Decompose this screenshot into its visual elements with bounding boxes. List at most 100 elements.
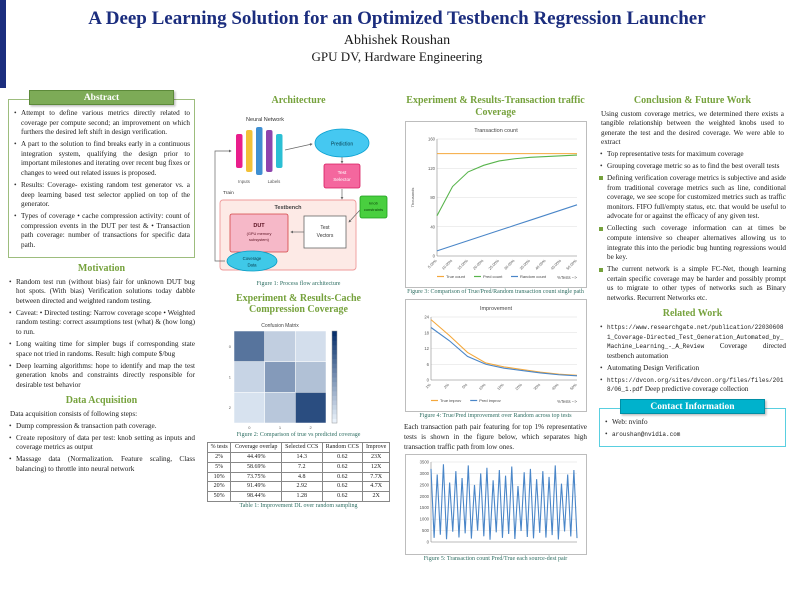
svg-text:25.00%: 25.00% [487, 258, 499, 270]
transaction-count-chart: 0 40 80 120 160 5.00% 10.00% 15.00% 20.00% 25.00%… [410, 128, 578, 280]
table-cell: 4.8 [280, 471, 323, 483]
svg-text:80: 80 [430, 195, 435, 200]
svg-text:%Tests -->: %Tests --> [557, 275, 577, 280]
list-item: https://www.researchgate.net/publication… [599, 323, 786, 361]
svg-text:%Tests -->: %Tests --> [557, 399, 577, 404]
test-vectors-label-line2: Vectors [316, 233, 333, 239]
svg-text:10%: 10% [478, 383, 487, 392]
column-1: Abstract Attempt to define various metri… [8, 90, 195, 592]
test-selector-label-line2: Selector [333, 177, 351, 183]
svg-text:2000: 2000 [419, 494, 429, 499]
table-cell: 44.49% [230, 451, 282, 463]
svg-text:Random count: Random count [520, 274, 547, 279]
svg-text:50%: 50% [569, 383, 578, 392]
corner-accent-bar [0, 0, 6, 88]
svg-text:1%: 1% [424, 383, 431, 390]
table-header: Coverage overlap [230, 441, 282, 453]
table-cell: 0.62 [321, 491, 364, 503]
section-conclusion: Conclusion & Future Work Using custom co… [599, 95, 786, 303]
table-cell: 7.2 [280, 461, 323, 473]
svg-text:45.00%: 45.00% [550, 258, 562, 270]
svg-text:40: 40 [430, 224, 435, 229]
neural-network-label: Neural Network [246, 117, 284, 123]
test-vectors-label-line1: Test [320, 225, 330, 231]
data-acquisition-bullet-list: Dump compression & transaction path cove… [8, 422, 195, 475]
svg-text:5%: 5% [461, 383, 468, 390]
svg-text:24: 24 [424, 315, 429, 320]
list-item: aroushan@nvidia.com [604, 430, 781, 440]
figure3-caption: Figure 3: Comparison of True/Pred/Random… [407, 289, 584, 295]
table-cell: 5% [206, 461, 232, 473]
figure4-frame: 0 6 12 18 24 1% 2% 5% 10% 15% 20% 30% 40% 50% Improvem… [404, 299, 587, 413]
table-cell: 50% [206, 491, 232, 503]
abstract-body: Attempt to define various metrics direct… [8, 99, 195, 259]
table-cell: 73.75% [230, 471, 282, 483]
svg-text:2500: 2500 [419, 482, 429, 487]
svg-text:18: 18 [424, 330, 429, 335]
conclusion-intro: Using custom coverage metrics, we determ… [601, 109, 784, 147]
poster-header: A Deep Learning Solution for an Optimize… [8, 0, 786, 90]
figure3-frame: 0 40 80 120 160 5.00% 10.00% 15.00% 20.00% 25.00%… [404, 121, 587, 288]
cache-results-heading: Experiment & Results-Cache Compression C… [236, 292, 361, 316]
section-architecture: Architecture Neural Network [205, 95, 392, 288]
abstract-bullet-list: Attempt to define various metrics direct… [13, 109, 190, 251]
svg-text:40.00%: 40.00% [534, 258, 546, 270]
prediction-label: Prediction [330, 141, 352, 147]
table-cell: 12X [362, 461, 391, 473]
test-selector-label-line1: Test [337, 170, 346, 176]
list-item: Results: Coverage- existing random test … [13, 181, 190, 210]
coverage-data-node [226, 250, 277, 271]
column-4: Conclusion & Future Work Using custom co… [599, 90, 786, 592]
train-label: Train [223, 190, 234, 196]
table-header: Selected CCS [280, 441, 323, 453]
list-item: Collecting such coverage information can… [599, 224, 786, 262]
table-cell: 2X [362, 491, 391, 503]
knob-constraints-label-line1: knob [369, 200, 378, 205]
list-item: Grouping coverage metric so as to find t… [599, 162, 786, 172]
svg-text:0: 0 [426, 378, 429, 383]
svg-text:120: 120 [428, 166, 436, 171]
related-work-bullet-list: https://www.researchgate.net/publication… [599, 323, 786, 395]
arrow-coverage-to-train [214, 149, 232, 261]
table-header: % tests [206, 441, 232, 453]
arrow-nn-to-prediction [284, 142, 313, 150]
svg-text:1500: 1500 [419, 505, 429, 510]
svg-text:Pred count: Pred count [483, 274, 503, 279]
section-data-acquisition: Data Acquisition Data acquisition consis… [8, 395, 195, 474]
list-item: Automating Design Verification [599, 364, 786, 374]
transaction-results-heading: Experiment & Results-Transaction traffic… [406, 95, 585, 118]
list-item: Create repository of data per test: knob… [8, 434, 195, 453]
table-cell: 2.92 [280, 481, 323, 493]
list-item: Random test run (without bias) fair for … [8, 278, 195, 307]
contact-heading: Contact Information [619, 399, 766, 415]
table-cell: 91.49% [230, 481, 282, 493]
poster-affiliation: GPU DV, Hardware Engineering [311, 49, 483, 64]
list-item: The current network is a simple FC-Net, … [599, 265, 786, 303]
svg-text:Confusion Matrix: Confusion Matrix [261, 323, 299, 329]
test-selector-box [323, 163, 360, 188]
knob-constraints-box [359, 195, 387, 218]
svg-text:Pred improv: Pred improv [479, 398, 501, 403]
dut-label-line3: subsystem) [249, 237, 270, 242]
svg-text:160: 160 [428, 137, 436, 142]
process-flow-diagram: Neural Network Prediction Inputs Labels … [214, 117, 387, 271]
table-cell: 14.3 [280, 451, 323, 463]
table-cell: 4.7X [362, 481, 391, 493]
table-cell: 0.62 [321, 451, 364, 463]
table-cell: 2% [206, 451, 232, 463]
section-motivation: Motivation Random test run (without bias… [8, 263, 195, 390]
svg-text:True improv: True improv [440, 398, 461, 403]
list-item: Deep learning algorithms: hope to identi… [8, 362, 195, 391]
svg-text:1000: 1000 [419, 517, 429, 522]
svg-text:Transaction count: Transaction count [474, 128, 518, 134]
list-item: Dump compression & transaction path cove… [8, 422, 195, 432]
list-item: Web: nvinfo [604, 418, 781, 428]
svg-text:0: 0 [426, 540, 429, 545]
improvement-chart: 0 6 12 18 24 1% 2% 5% 10% 15% 20% 30% 40% 50% Improvem… [424, 306, 578, 404]
section-contact: Contact Information Web: nvinfo aroushan@… [599, 399, 786, 448]
table-header: Random CCS [321, 441, 364, 453]
motivation-bullet-list: Random test run (without bias) fair for … [8, 278, 195, 391]
list-item: Long waiting time for simpler bugs if co… [8, 340, 195, 359]
list-item: https://dvcon.org/sites/dvcon.org/files/… [599, 376, 786, 395]
svg-text:3500: 3500 [419, 460, 429, 465]
